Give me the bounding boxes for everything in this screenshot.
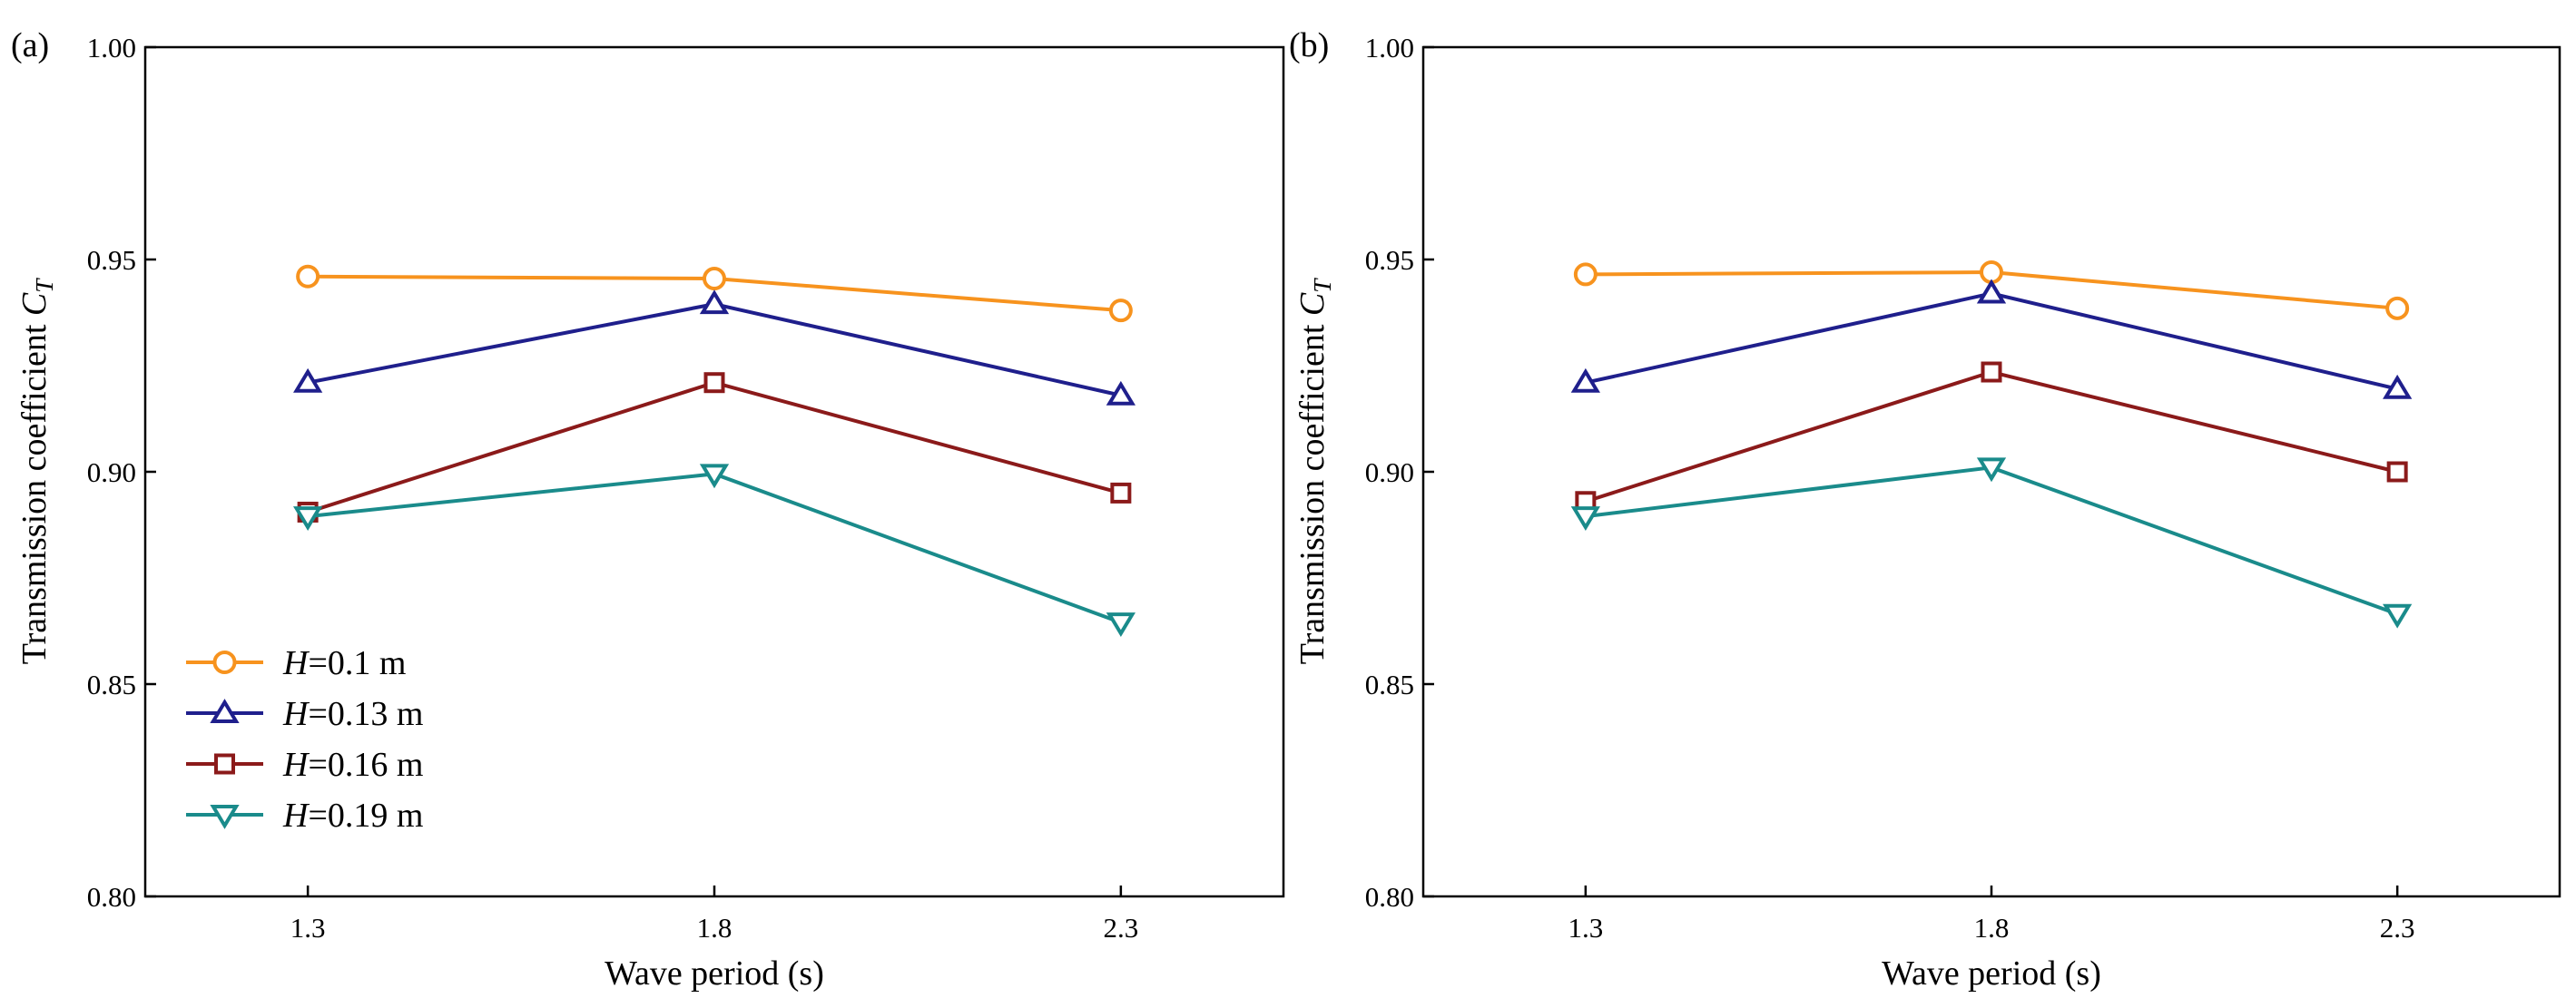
legend: H=0.1 mH=0.13 mH=0.16 mH=0.19 m xyxy=(186,644,423,835)
legend-var: H xyxy=(282,695,310,733)
chart-panel-a: (a) 0.80 0.85 0.90 0.95 1.00 1.3 1.8 2.3 Wave per… xyxy=(11,26,1285,993)
data-point xyxy=(296,264,320,289)
data-point xyxy=(1976,457,2007,483)
x-tick-label: 1.8 xyxy=(697,912,732,944)
chart-panel-b: (b) 0.80 0.85 0.90 0.95 1.00 1.3 1.8 2.3 Wave per… xyxy=(1289,26,2561,993)
y-axis-title: Transmission coefficient CT xyxy=(15,278,58,665)
x-axis-title: Wave period (s) xyxy=(605,954,824,993)
y-tick-label: 0.80 xyxy=(87,881,136,913)
x-tick-label: 1.8 xyxy=(1974,912,2010,944)
legend-value: =0.1 m xyxy=(308,644,406,682)
panel-label: (a) xyxy=(11,26,49,64)
legend-marker xyxy=(214,753,235,775)
legend-entry: H=0.1 m xyxy=(282,644,406,682)
y-axis-title-subscript: T xyxy=(31,278,58,293)
x-tick-label: 1.3 xyxy=(290,912,326,944)
y-tick-label: 1.00 xyxy=(87,32,136,64)
y-tick-label: 0.85 xyxy=(1365,669,1414,700)
y-tick-label: 0.85 xyxy=(87,669,136,700)
legend-marker xyxy=(212,651,237,674)
legend-marker xyxy=(210,699,240,723)
x-tick-label: 2.3 xyxy=(2380,912,2415,944)
series-h-0-1-m xyxy=(1573,260,2410,320)
data-point xyxy=(1570,367,1600,393)
y-tick-label: 0.95 xyxy=(87,244,136,276)
y-tick-label: 1.00 xyxy=(1365,32,1414,64)
y-axis-title-symbol: C xyxy=(1293,292,1332,316)
series-h-0-19-m xyxy=(1570,457,2413,629)
y-axis-title-text: Transmission coefficient xyxy=(15,316,54,664)
legend-value: =0.19 m xyxy=(308,797,423,835)
x-tick-label: 2.3 xyxy=(1103,912,1138,944)
data-point xyxy=(2383,374,2413,399)
legend-entry: H=0.19 m xyxy=(282,797,423,835)
panel-label: (b) xyxy=(1289,26,1329,64)
data-point xyxy=(293,506,323,532)
x-tick-label: 1.3 xyxy=(1568,912,1603,944)
series-h-0-16-m xyxy=(297,372,1132,523)
data-point xyxy=(699,289,730,315)
legend-entry: H=0.13 m xyxy=(282,695,423,733)
data-point xyxy=(2386,461,2408,483)
data-point xyxy=(1106,380,1136,406)
data-point xyxy=(293,367,323,393)
series-h-0-16-m xyxy=(1575,361,2408,513)
series-line xyxy=(307,380,1122,514)
data-point xyxy=(703,372,725,394)
legend-var: H xyxy=(282,644,310,682)
x-axis-title: Wave period (s) xyxy=(1882,954,2101,993)
y-tick-label: 0.90 xyxy=(1365,456,1414,488)
series-h-0-19-m xyxy=(293,464,1136,638)
data-point xyxy=(699,464,730,489)
legend-marker xyxy=(210,805,240,829)
y-tick-label: 0.90 xyxy=(87,456,136,488)
data-point xyxy=(1110,482,1132,504)
y-axis-title: Transmission coefficient CT xyxy=(1293,278,1336,665)
series-h-0-13-m xyxy=(293,289,1136,406)
series-line xyxy=(1585,369,2398,504)
data-point xyxy=(1570,506,1600,532)
data-point xyxy=(2385,296,2410,320)
series-line xyxy=(1585,465,2398,616)
data-point xyxy=(1108,298,1133,323)
y-axis-title-symbol: C xyxy=(15,292,54,316)
series-h-0-13-m xyxy=(1570,279,2413,399)
series-line xyxy=(307,472,1122,625)
y-tick-label: 0.80 xyxy=(1365,881,1414,913)
data-point xyxy=(1573,262,1598,287)
legend-value: =0.16 m xyxy=(308,746,423,784)
data-point xyxy=(2383,603,2413,629)
y-axis-title-subscript: T xyxy=(1309,278,1336,293)
legend-entry: H=0.16 m xyxy=(282,746,423,784)
legend-value: =0.13 m xyxy=(308,695,423,733)
data-point xyxy=(1106,612,1136,638)
legend-var: H xyxy=(282,746,310,784)
y-axis-title-text: Transmission coefficient xyxy=(1293,316,1332,664)
legend-var: H xyxy=(282,797,310,835)
data-point xyxy=(1981,361,2002,383)
data-point xyxy=(1976,279,2007,304)
y-tick-label: 0.95 xyxy=(1365,244,1414,276)
data-point xyxy=(703,267,726,291)
series-h-0-1-m xyxy=(296,264,1133,323)
